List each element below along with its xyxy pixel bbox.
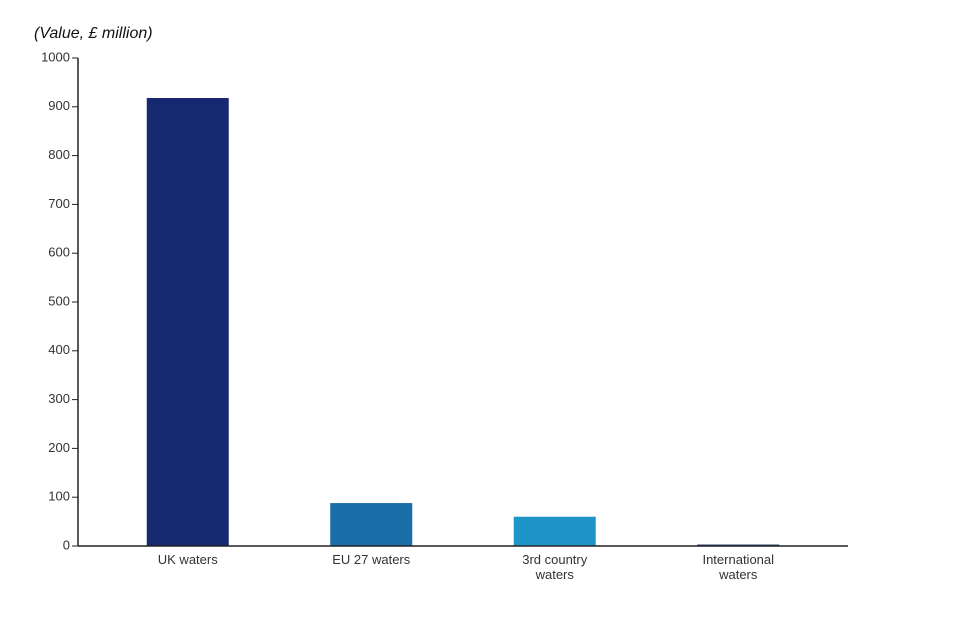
y-tick-label: 200 [48,440,70,455]
y-tick-label: 300 [48,391,70,406]
x-tick-label: 3rd country waters [522,552,588,582]
bar [330,503,413,546]
x-tick-label: International waters [702,552,775,582]
y-tick-label: 600 [48,245,70,260]
y-tick-label: 500 [48,293,70,308]
y-tick-label: 800 [48,147,70,162]
bar [513,516,596,546]
y-tick-label: 900 [48,98,70,113]
y-tick-label: 400 [48,342,70,357]
y-tick-label: 0 [63,537,70,552]
bar [146,98,229,547]
y-tick-label: 100 [48,489,70,504]
y-axis-label: (Value, £ million) [34,25,153,42]
x-tick-label: EU 27 waters [332,552,411,567]
y-tick-label: 1000 [41,49,70,64]
y-tick-label: 700 [48,196,70,211]
x-tick-label: UK waters [157,552,218,567]
